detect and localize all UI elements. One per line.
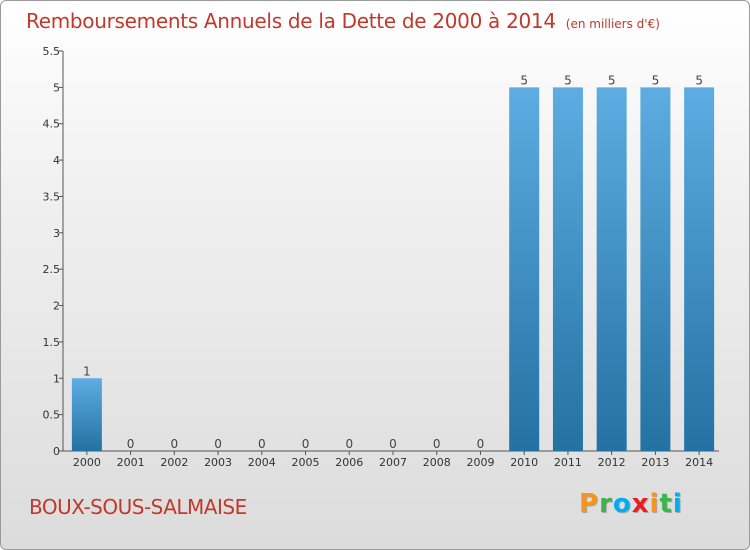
y-tick-label: 4 <box>53 154 60 167</box>
labels: 1 0 0 0 0 0 0 0 0 0 5 5 5 5 5 <box>83 73 703 451</box>
logo-letter: i <box>649 489 660 519</box>
axes: 0 0.5 1 1.5 2 2.5 3 3.5 4 4.5 5 5.5 2000 2001 2002 2003… <box>43 45 719 469</box>
bar-value-label: 0 <box>433 437 441 451</box>
bar-value-label: 1 <box>83 364 91 378</box>
x-tick-label: 2013 <box>641 456 669 469</box>
chart-title: Remboursements Annuels de la Dette de 20… <box>26 9 660 33</box>
bars <box>71 87 715 451</box>
y-tick-label: 1.5 <box>43 336 61 349</box>
x-tick-label: 2003 <box>204 456 232 469</box>
bar-value-label: 0 <box>302 437 310 451</box>
x-tick-label: 2011 <box>554 456 582 469</box>
bar-value-label: 5 <box>520 73 528 87</box>
bar <box>552 87 583 451</box>
bar-value-label: 0 <box>127 437 135 451</box>
bar-value-label: 0 <box>345 437 353 451</box>
bar-value-label: 0 <box>389 437 397 451</box>
x-tick-label: 2007 <box>379 456 407 469</box>
y-tick-label: 3.5 <box>43 190 61 203</box>
y-tick-label: 3 <box>53 227 60 240</box>
y-tick-label: 5 <box>53 81 60 94</box>
bar-value-label: 5 <box>695 73 703 87</box>
logo-letter: P <box>579 489 600 519</box>
x-tick-label: 2009 <box>466 456 494 469</box>
x-tick-label: 2014 <box>685 456 713 469</box>
logo-letter: o <box>612 489 632 519</box>
logo-letter: t <box>659 489 673 519</box>
bar-value-label: 5 <box>564 73 572 87</box>
bar <box>684 87 715 451</box>
title-text: Remboursements Annuels de la Dette de 20… <box>26 9 556 33</box>
x-tick-label: 2004 <box>248 456 276 469</box>
y-tick-label: 0.5 <box>43 409 61 422</box>
bar-value-label: 0 <box>214 437 222 451</box>
x-tick-label: 2006 <box>335 456 363 469</box>
logo-letter: i <box>672 489 683 519</box>
commune-name: BOUX-SOUS-SALMAISE <box>29 495 247 519</box>
proxiti-logo: Proxiti <box>579 489 683 519</box>
y-tick-label: 1 <box>53 372 60 385</box>
logo-letter: r <box>599 489 613 519</box>
y-tick-label: 2 <box>53 300 60 313</box>
bar <box>71 378 102 451</box>
y-tick-label: 2.5 <box>43 263 61 276</box>
title-unit: (en milliers d'€) <box>565 17 660 31</box>
bar-value-label: 0 <box>171 437 179 451</box>
x-tick-label: 2001 <box>117 456 145 469</box>
bar-value-label: 0 <box>258 437 266 451</box>
bar <box>509 87 540 451</box>
x-tick-label: 2012 <box>598 456 626 469</box>
bar <box>640 87 671 451</box>
y-tick-label: 0 <box>53 445 60 458</box>
bar-value-label: 5 <box>608 73 616 87</box>
x-tick-label: 2008 <box>423 456 451 469</box>
x-tick-label: 2010 <box>510 456 538 469</box>
x-tick-label: 2000 <box>73 456 101 469</box>
bar-value-label: 5 <box>652 73 660 87</box>
y-tick-label: 4.5 <box>43 118 61 131</box>
y-tick-label: 5.5 <box>43 45 61 58</box>
bar-value-label: 0 <box>477 437 485 451</box>
logo-letter: x <box>631 489 650 519</box>
x-tick-label: 2005 <box>292 456 320 469</box>
bar <box>596 87 627 451</box>
x-tick-label: 2002 <box>160 456 188 469</box>
